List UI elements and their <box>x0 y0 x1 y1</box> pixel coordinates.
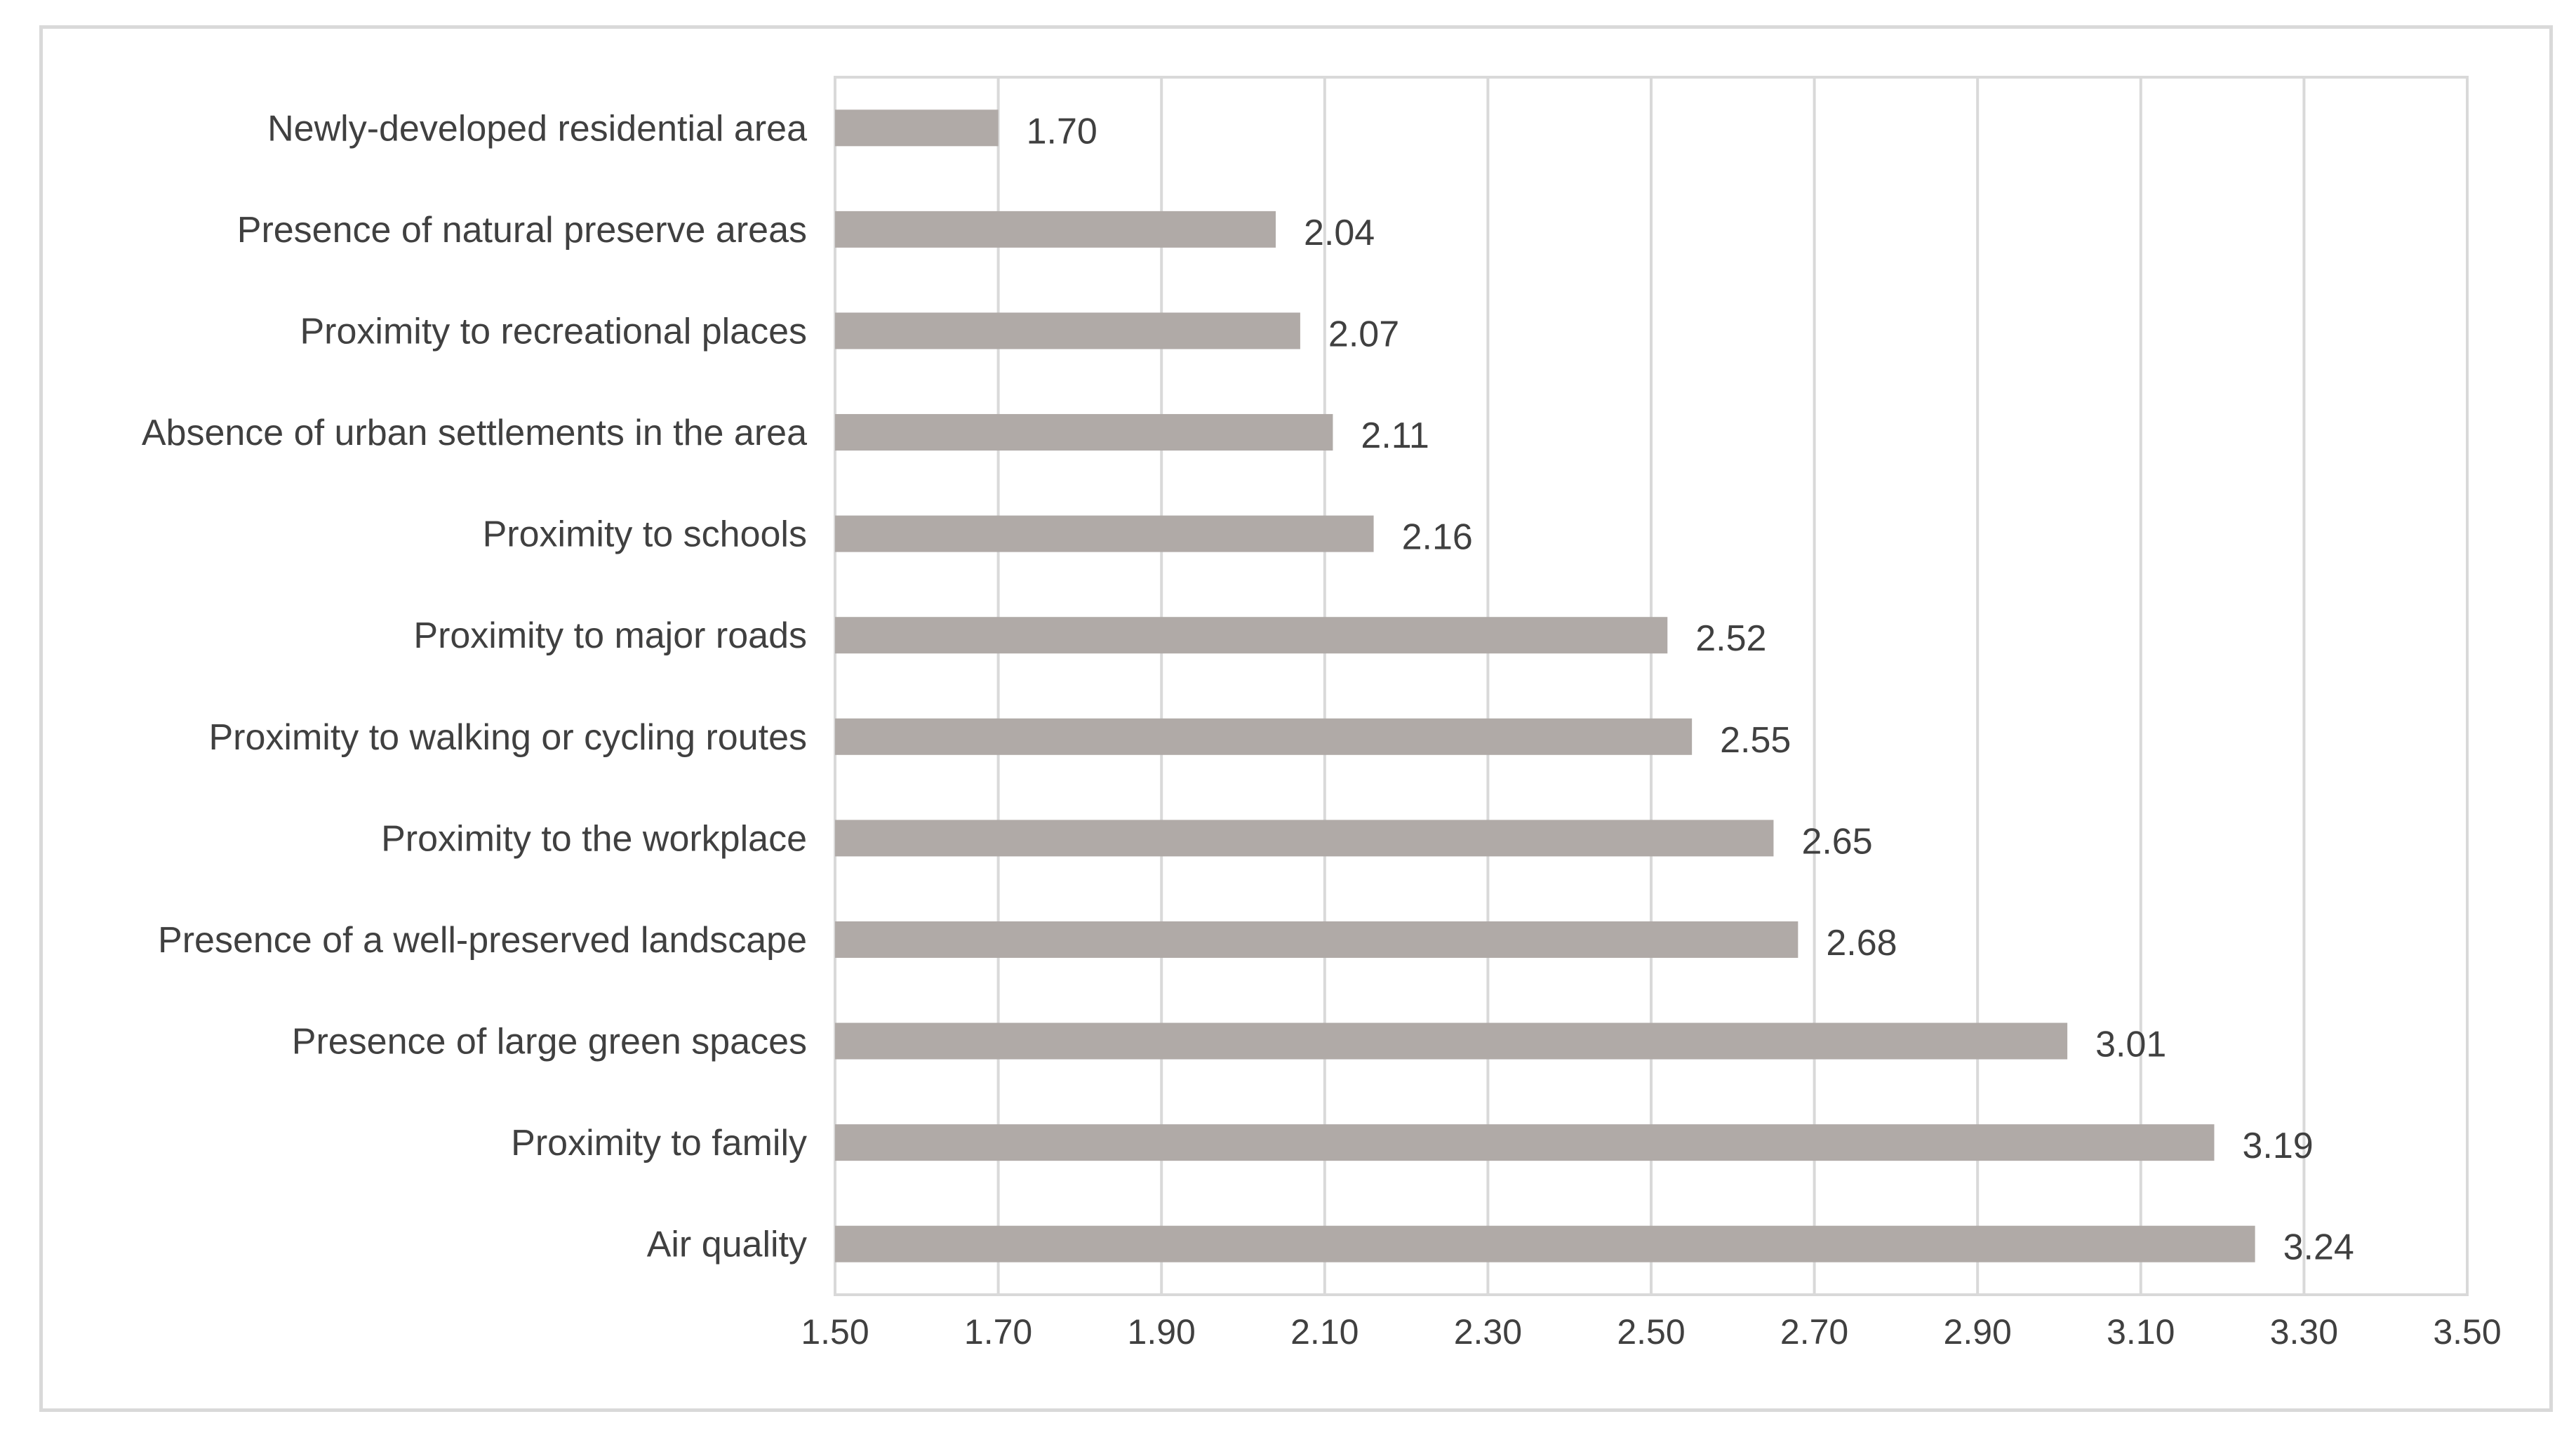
category-label: Proximity to the workplace <box>381 818 807 859</box>
category-label: Absence of urban settlements in the area <box>142 413 807 453</box>
value-label: 2.68 <box>1826 923 1897 963</box>
value-label: 3.19 <box>2242 1126 2313 1166</box>
x-tick-label: 3.50 <box>2433 1312 2501 1352</box>
x-tick-label: 2.50 <box>1617 1312 1685 1352</box>
bar <box>835 921 1798 958</box>
category-label: Proximity to family <box>511 1123 807 1163</box>
category-label: Newly-developed residential area <box>267 108 807 149</box>
x-tick-label: 2.70 <box>1780 1312 1848 1352</box>
x-tick-label: 2.10 <box>1290 1312 1359 1352</box>
value-label: 1.70 <box>1027 111 1097 152</box>
bar <box>835 718 1693 755</box>
value-label: 2.65 <box>1801 821 1872 862</box>
bar <box>835 1022 2068 1060</box>
bar <box>835 1225 2255 1262</box>
bar <box>835 1124 2215 1161</box>
x-tick-label: 1.90 <box>1128 1312 1196 1352</box>
category-label: Presence of a well-preserved landscape <box>158 920 807 961</box>
bar <box>835 211 1276 248</box>
bar <box>835 414 1333 451</box>
value-label: 2.16 <box>1402 517 1473 558</box>
category-label: Proximity to recreational places <box>300 311 807 352</box>
bar <box>835 312 1300 349</box>
value-label: 2.04 <box>1304 213 1375 253</box>
bar <box>835 515 1374 552</box>
bar <box>835 617 1668 654</box>
x-tick-label: 2.30 <box>1454 1312 1522 1352</box>
x-tick-label: 2.90 <box>1944 1312 2012 1352</box>
value-label: 2.11 <box>1361 415 1429 456</box>
category-label: Proximity to major roads <box>413 615 807 656</box>
category-label: Presence of large green spaces <box>292 1022 807 1062</box>
value-label: 2.07 <box>1328 314 1399 354</box>
bar <box>835 820 1774 857</box>
category-label: Proximity to walking or cycling routes <box>208 717 807 758</box>
value-label: 2.52 <box>1695 618 1766 659</box>
value-label: 2.55 <box>1720 720 1791 761</box>
x-tick-label: 3.10 <box>2107 1312 2175 1352</box>
category-label: Air quality <box>647 1225 807 1265</box>
category-label: Proximity to schools <box>483 514 807 555</box>
x-tick-label: 1.70 <box>964 1312 1032 1352</box>
x-tick-label: 3.30 <box>2270 1312 2338 1352</box>
bar <box>835 109 999 147</box>
value-label: 3.01 <box>2095 1025 2166 1065</box>
x-tick-label: 1.50 <box>801 1312 869 1352</box>
category-label: Presence of natural preserve areas <box>237 210 807 251</box>
value-label: 3.24 <box>2283 1227 2354 1268</box>
